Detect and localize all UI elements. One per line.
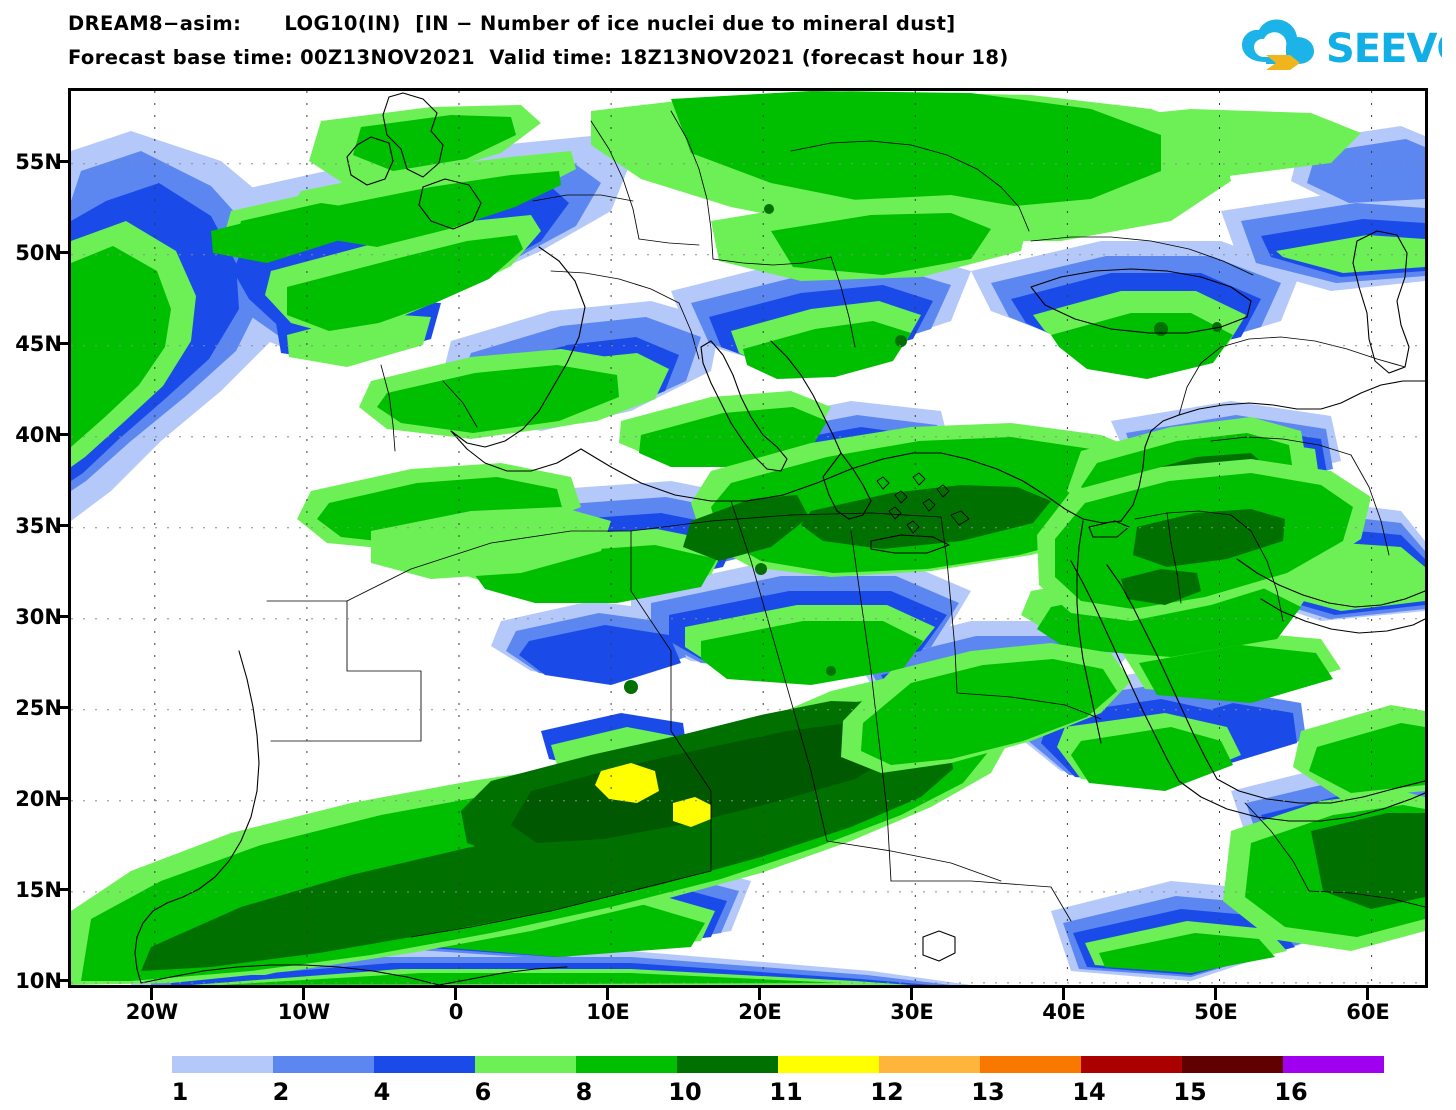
y-tick-label: 55N <box>15 150 62 174</box>
horn-of-africa-dust <box>1223 791 1425 951</box>
x-tick-label: 10W <box>277 1000 331 1024</box>
y-tick <box>59 524 71 527</box>
seevccc-logo: SEEVCCC <box>1238 18 1442 74</box>
colorbar-band[interactable] <box>677 1056 778 1073</box>
colorbar-tick-label: 14 <box>1072 1078 1106 1106</box>
colorbar-band[interactable] <box>172 1056 273 1073</box>
y-tick-label: 25N <box>15 696 62 720</box>
colorbar-band[interactable] <box>980 1056 1081 1073</box>
colorbar-tick-label: 10 <box>668 1078 702 1106</box>
colorbar-band[interactable] <box>879 1056 980 1073</box>
header-time-line: Forecast base time: 00Z13NOV2021 Valid t… <box>68 46 1009 69</box>
map-gridlines-vertical <box>154 91 1373 985</box>
colorbar-tick-label: 13 <box>971 1078 1005 1106</box>
x-tick <box>302 988 305 1000</box>
colorbar-band[interactable] <box>374 1056 475 1073</box>
colorbar-strip[interactable] <box>172 1056 1384 1073</box>
sahara-dust-plume <box>71 677 1011 985</box>
colorbar-band[interactable] <box>1283 1056 1384 1073</box>
x-tick <box>1214 988 1217 1000</box>
x-tick <box>150 988 153 1000</box>
map-gridlines <box>71 163 1425 984</box>
y-tick <box>59 433 71 436</box>
y-tick <box>59 706 71 709</box>
x-tick-label: 10E <box>586 1000 630 1024</box>
colorbar-tick-label: 16 <box>1274 1078 1308 1106</box>
colorbar-tick-label: 11 <box>769 1078 803 1106</box>
svg-text:SEEVCCC: SEEVCCC <box>1326 26 1442 72</box>
iberia-dust <box>211 211 637 439</box>
colorbar-band[interactable] <box>576 1056 677 1073</box>
y-tick-label: 10N <box>15 969 62 993</box>
atlantic-dust-plume <box>297 463 611 579</box>
colorbar-tick-label: 6 <box>474 1078 492 1106</box>
y-tick <box>59 251 71 254</box>
forecast-map[interactable] <box>68 88 1428 988</box>
colorbar-tick-label: 2 <box>272 1078 290 1106</box>
colorbar-band[interactable] <box>778 1056 879 1073</box>
x-tick-label: 0 <box>448 1000 464 1024</box>
y-tick-label: 40N <box>15 423 62 447</box>
y-tick-label: 30N <box>15 605 62 629</box>
x-tick-label: 30E <box>890 1000 934 1024</box>
y-tick-label: 35N <box>15 514 62 538</box>
x-tick <box>606 988 609 1000</box>
x-tick <box>910 988 913 1000</box>
x-tick-label: 40E <box>1042 1000 1086 1024</box>
colorbar-tick-label: 1 <box>171 1078 189 1106</box>
y-tick <box>59 979 71 982</box>
y-tick <box>59 160 71 163</box>
y-tick-label: 50N <box>15 241 62 265</box>
y-tick-label: 20N <box>15 787 62 811</box>
y-tick <box>59 888 71 891</box>
colorbar-band[interactable] <box>1182 1056 1283 1073</box>
colorbar-tick-label: 4 <box>373 1078 391 1106</box>
x-tick <box>454 988 457 1000</box>
x-tick-label: 50E <box>1194 1000 1238 1024</box>
levant-iraq-dust <box>1037 459 1371 621</box>
colorbar-band[interactable] <box>273 1056 374 1073</box>
colorbar-legend[interactable]: 1 2 4 6 8 10 11 12 13 14 15 16 <box>0 1050 1456 1110</box>
seevccc-wordmark: SEEVCCC <box>1326 26 1442 72</box>
x-tick <box>1366 988 1369 1000</box>
sahel-eastern-extension <box>841 643 1131 773</box>
cloud-icon <box>1242 19 1314 64</box>
colorbar-tick-label: 8 <box>575 1078 593 1106</box>
x-tick-label: 20E <box>738 1000 782 1024</box>
header: DREAM8−asim: LOG10(IN) [IN − Number of i… <box>0 0 1456 88</box>
chevron-icon <box>1266 55 1300 70</box>
x-tick-label: 20W <box>125 1000 179 1024</box>
contour-layer-europe-green <box>309 91 1231 281</box>
y-tick-label: 45N <box>15 332 62 356</box>
x-tick <box>1062 988 1065 1000</box>
y-tick-label: 15N <box>15 878 62 902</box>
colorbar-band[interactable] <box>475 1056 576 1073</box>
colorbar-tick-label: 15 <box>1173 1078 1207 1106</box>
header-title-line: DREAM8−asim: LOG10(IN) [IN − Number of i… <box>68 12 956 35</box>
colorbar-band[interactable] <box>1081 1056 1182 1073</box>
y-tick <box>59 615 71 618</box>
x-tick <box>758 988 761 1000</box>
x-tick-label: 60E <box>1346 1000 1390 1024</box>
map-canvas <box>71 91 1425 985</box>
coastlines-and-borders <box>134 92 1425 985</box>
y-tick <box>59 797 71 800</box>
colorbar-tick-label: 12 <box>870 1078 904 1106</box>
y-tick <box>59 342 71 345</box>
